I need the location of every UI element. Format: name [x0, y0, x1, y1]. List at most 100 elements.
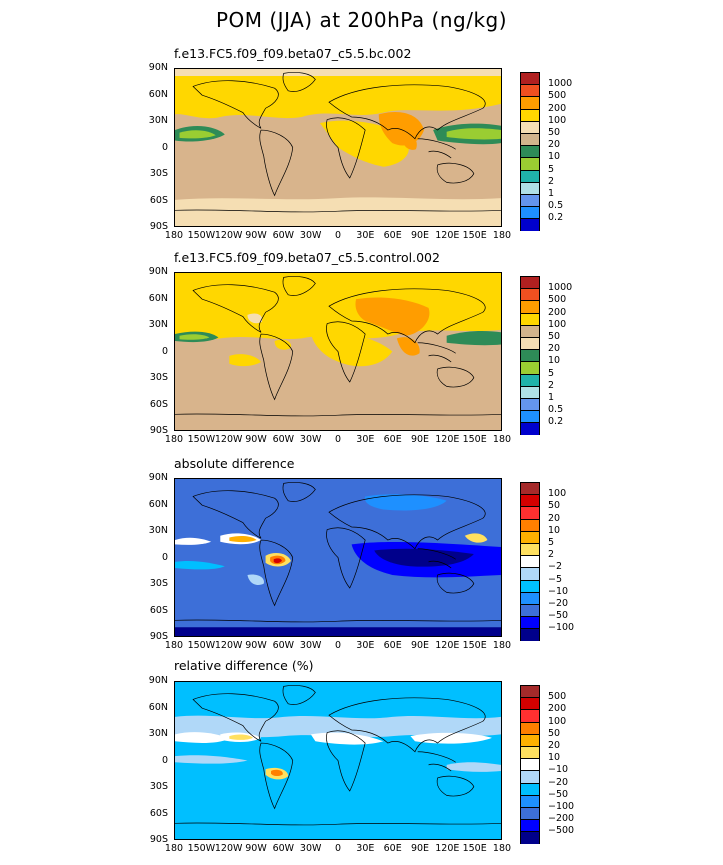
colorbar-swatch — [521, 531, 539, 544]
colorbar-swatch — [521, 629, 539, 642]
lat-label: 30S — [149, 781, 168, 792]
lon-label: 180 — [492, 640, 512, 651]
colorbar-swatch — [521, 182, 539, 195]
lon-label: 0 — [334, 434, 342, 445]
lon-label: 180 — [492, 230, 512, 241]
colorbar-label: 100 — [548, 318, 567, 330]
colorbar-swatch — [521, 301, 539, 314]
colorbar-swatch — [521, 580, 539, 593]
colorbar-swatch — [521, 771, 539, 784]
lon-label: 90E — [410, 434, 430, 445]
colorbar-label: −20 — [548, 598, 569, 609]
colorbar-swatch — [521, 568, 539, 581]
panel-3-title: absolute difference — [174, 456, 295, 471]
panel-4-title: relative difference (%) — [174, 658, 314, 673]
page-title: POM (JJA) at 200hPa (ng/kg) — [215, 8, 508, 32]
lon-label: 60W — [272, 434, 295, 445]
lat-label: 0 — [161, 754, 168, 766]
colorbar-swatch — [521, 386, 539, 399]
colorbar-swatch — [521, 556, 539, 569]
colorbar-swatch — [521, 277, 539, 290]
colorbar-swatch — [521, 698, 539, 711]
lon-label: 30W — [299, 843, 322, 854]
lat-label: 30N — [148, 525, 168, 536]
colorbar-label: 10 — [548, 355, 561, 367]
colorbar-label: 1000 — [548, 78, 573, 90]
panel-4-map — [174, 681, 502, 840]
colorbar-label: −2 — [548, 561, 563, 573]
lat-label: 60N — [148, 292, 168, 304]
lon-label: 30E — [356, 434, 375, 445]
lon-label: 180 — [492, 434, 512, 445]
colorbar-label: 10 — [548, 752, 561, 764]
colorbar-label: 20 — [548, 139, 561, 151]
lon-label: 120E — [435, 230, 460, 241]
panel-1-map — [174, 68, 502, 227]
colorbar-label: −100 — [548, 622, 575, 634]
lon-label: 30W — [299, 640, 322, 651]
lat-label: 90S — [149, 221, 168, 232]
colorbar — [520, 276, 540, 436]
lon-label: 150W — [187, 230, 216, 241]
colorbar-label: 200 — [548, 306, 567, 318]
lat-label: 30S — [149, 372, 168, 383]
lon-label: 180 — [164, 230, 184, 241]
panel-2-title: f.e13.FC5.f09_f09.beta07_c5.5.control.00… — [174, 250, 440, 265]
colorbar-swatch — [521, 146, 539, 159]
colorbar-swatch — [521, 746, 539, 760]
lon-label: 90E — [410, 230, 430, 241]
lat-label: 30N — [148, 319, 168, 330]
lon-label: 150W — [187, 843, 216, 854]
colorbar-label: −10 — [548, 764, 569, 776]
colorbar-swatch — [521, 97, 539, 110]
lat-label: 60S — [149, 604, 168, 616]
colorbar-swatch — [521, 313, 539, 326]
colorbar-label: −200 — [548, 813, 575, 825]
lon-label: 180 — [164, 434, 184, 445]
lon-label: 120W — [214, 434, 243, 445]
lat-label: 60N — [148, 498, 168, 510]
colorbar-label: 50 — [548, 331, 561, 342]
colorbar-swatch — [521, 121, 539, 134]
lon-label: 0 — [334, 640, 342, 651]
colorbar-swatch — [521, 604, 539, 618]
colorbar-swatch — [521, 783, 539, 796]
colorbar-label: 5 — [548, 367, 555, 379]
colorbar-label: 0.5 — [548, 200, 564, 212]
panel-3-map — [174, 478, 502, 637]
colorbar-swatch — [521, 483, 539, 496]
lon-label: 60E — [383, 230, 402, 241]
colorbar-label: 0.5 — [548, 404, 564, 416]
lon-label: 90E — [410, 843, 430, 854]
colorbar-label: 20 — [548, 740, 561, 751]
colorbar-label: 50 — [548, 127, 561, 138]
lon-label: 150E — [462, 434, 487, 445]
lat-label: 30S — [149, 578, 168, 589]
colorbar-swatch — [521, 832, 539, 845]
colorbar — [520, 72, 540, 232]
lon-label: 120W — [214, 640, 243, 651]
lon-label: 30E — [356, 640, 375, 651]
colorbar-swatch — [521, 495, 539, 508]
lon-label: 30W — [299, 230, 322, 241]
colorbar-swatch — [521, 686, 539, 699]
lon-label: 120W — [214, 230, 243, 241]
colorbar-label: −20 — [548, 776, 569, 788]
lon-label: 60E — [383, 434, 402, 445]
colorbar-label: 2 — [548, 175, 555, 187]
lon-label: 90W — [245, 230, 267, 241]
lon-label: 60E — [383, 843, 402, 854]
colorbar-swatch — [521, 411, 539, 424]
lon-label: 150W — [187, 640, 216, 651]
lon-label: 180 — [492, 843, 512, 854]
colorbar-swatch — [521, 423, 539, 436]
colorbar-swatch — [521, 374, 539, 387]
lat-label: 30S — [149, 168, 168, 179]
colorbar-swatch — [521, 73, 539, 86]
colorbar-swatch — [521, 507, 539, 520]
lon-label: 0 — [334, 843, 342, 854]
lon-label: 150E — [462, 843, 487, 854]
colorbar-swatch — [521, 710, 539, 723]
colorbar-label: 5 — [548, 163, 555, 175]
lat-label: 60N — [148, 88, 168, 100]
